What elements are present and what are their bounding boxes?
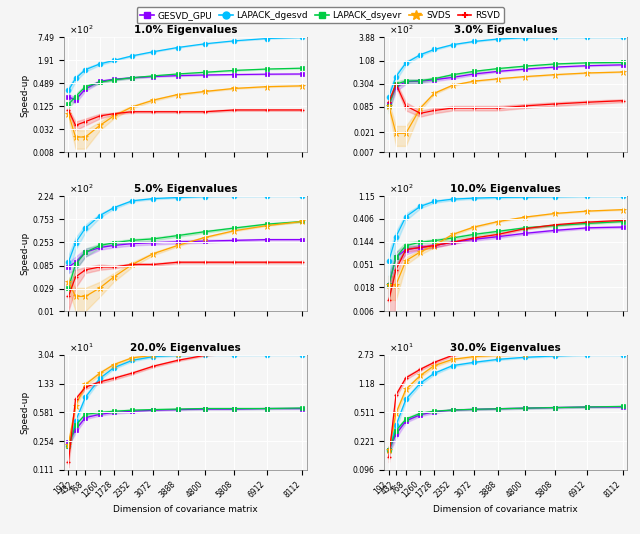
Y-axis label: Speed-up: Speed-up	[20, 232, 29, 275]
Text: ×10$^{2}$: ×10$^{2}$	[389, 24, 414, 36]
Y-axis label: Speed-up: Speed-up	[20, 391, 29, 434]
Title: 3.0% Eigenvalues: 3.0% Eigenvalues	[454, 25, 557, 35]
Text: ×10$^{2}$: ×10$^{2}$	[69, 24, 93, 36]
X-axis label: Dimension of covariance matrix: Dimension of covariance matrix	[433, 505, 578, 514]
Text: ×10$^{1}$: ×10$^{1}$	[389, 341, 414, 354]
Text: ×10$^{2}$: ×10$^{2}$	[69, 183, 93, 195]
X-axis label: Dimension of covariance matrix: Dimension of covariance matrix	[113, 505, 258, 514]
Title: 20.0% Eigenvalues: 20.0% Eigenvalues	[130, 343, 241, 353]
Text: ×10$^{2}$: ×10$^{2}$	[389, 183, 414, 195]
Title: 10.0% Eigenvalues: 10.0% Eigenvalues	[451, 184, 561, 194]
Text: ×10$^{1}$: ×10$^{1}$	[69, 341, 93, 354]
Title: 5.0% Eigenvalues: 5.0% Eigenvalues	[134, 184, 237, 194]
Title: 1.0% Eigenvalues: 1.0% Eigenvalues	[134, 25, 237, 35]
Y-axis label: Speed-up: Speed-up	[20, 73, 29, 116]
Legend: GESVD_GPU, LAPACK_dgesvd, LAPACK_dsyevr, SVDS, RSVD: GESVD_GPU, LAPACK_dgesvd, LAPACK_dsyevr,…	[136, 7, 504, 23]
Title: 30.0% Eigenvalues: 30.0% Eigenvalues	[451, 343, 561, 353]
